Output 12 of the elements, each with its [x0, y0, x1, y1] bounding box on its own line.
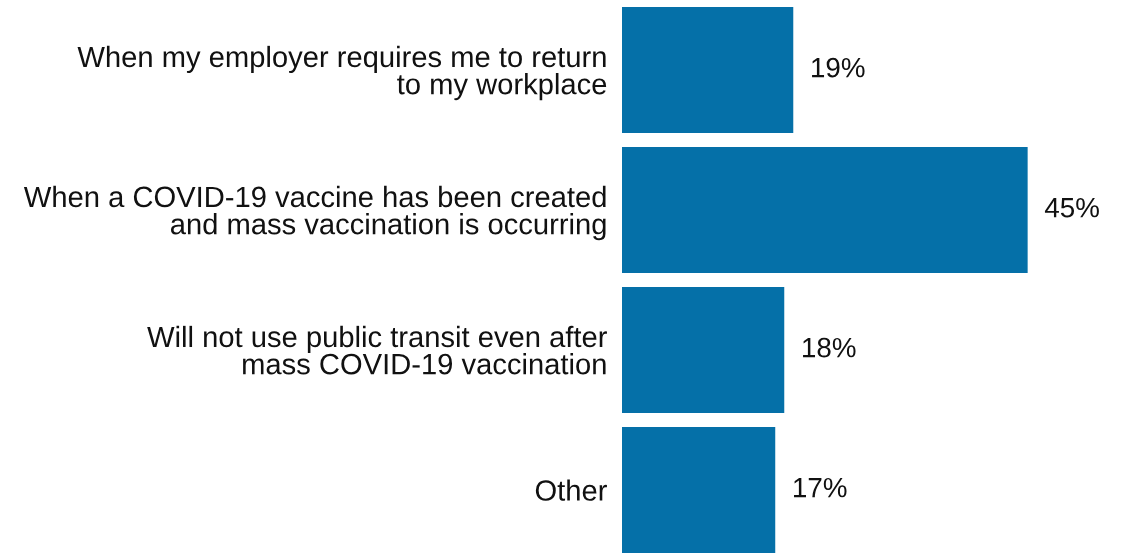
y-tick-label: When my employer requires me to return to my workplace	[77, 45, 607, 101]
y-tick-label: Will not use public transit even after mass COVID-19 vaccination	[147, 325, 607, 375]
bar	[622, 427, 776, 553]
bar	[622, 287, 785, 413]
data-label: 17%	[794, 477, 847, 498]
bar	[622, 7, 794, 133]
data-label: 45%	[1044, 197, 1099, 218]
y-tick-label: Other	[535, 479, 607, 501]
bar	[622, 147, 1028, 273]
data-label: 19%	[812, 57, 865, 78]
y-tick-label: When a COVID-19 vaccine has been created and mass vaccination is occurring	[23, 185, 606, 241]
data-label: 18%	[803, 337, 856, 358]
